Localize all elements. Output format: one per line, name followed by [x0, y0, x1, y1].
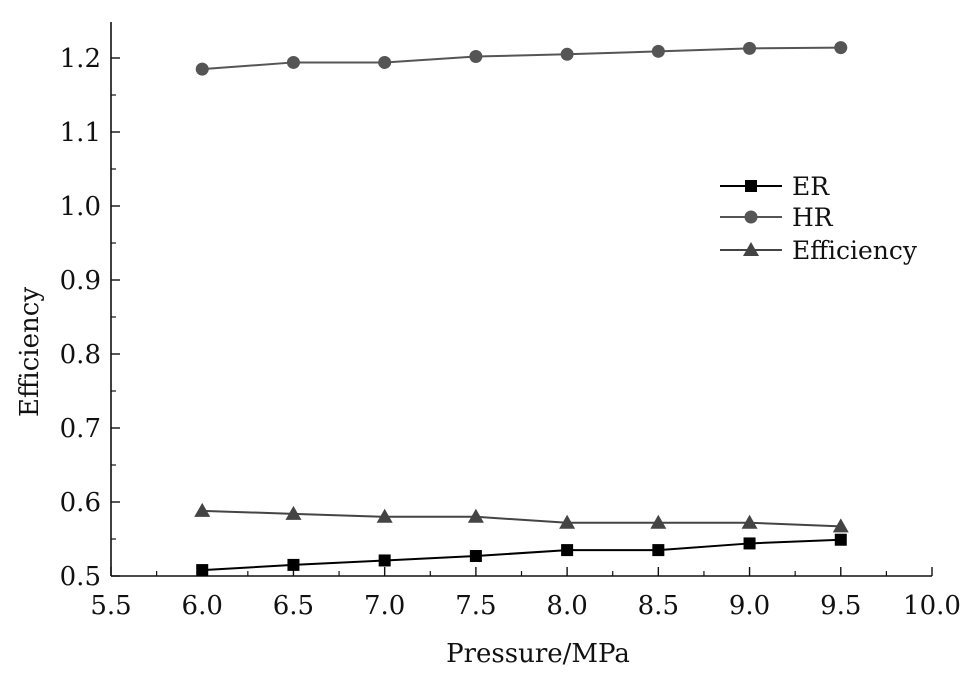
x-tick-label: 8.0 [546, 591, 587, 621]
y-tick-label: 0.6 [60, 488, 101, 518]
data-point-hr [378, 55, 392, 69]
data-point-er [561, 544, 574, 557]
data-point-efficiency [194, 502, 211, 517]
data-point-efficiency [559, 514, 576, 529]
data-point-efficiency [832, 518, 849, 533]
data-point-er [743, 537, 756, 550]
y-axis-title: Efficiency [15, 287, 45, 417]
data-point-hr [834, 41, 848, 55]
x-tick-label: 9.5 [820, 591, 861, 621]
series-line-er [202, 538, 841, 572]
y-tick-label: 1.0 [60, 192, 101, 222]
series-lines [194, 41, 849, 577]
data-point-hr [651, 44, 665, 58]
series-efficiency [194, 502, 849, 533]
x-tick-label: 6.0 [182, 591, 223, 621]
legend-label: HR [792, 203, 834, 232]
x-tick-label: 7.0 [364, 591, 405, 621]
axes [110, 22, 932, 577]
legend-item-efficiency: Efficiency [720, 236, 918, 265]
data-point-hr [195, 62, 209, 76]
y-tick-label: 0.8 [60, 340, 101, 370]
series-line-hr [202, 46, 841, 71]
legend-marker [743, 242, 759, 256]
x-tick-label: 8.5 [638, 591, 679, 621]
y-tick-label: 0.5 [60, 562, 101, 592]
x-tick-label: 9.0 [729, 591, 770, 621]
series-er [196, 533, 847, 577]
data-point-er [469, 550, 482, 563]
data-point-efficiency [741, 514, 758, 529]
legend-item-er: ER [720, 172, 830, 201]
data-point-efficiency [285, 505, 302, 520]
data-point-efficiency [650, 514, 667, 529]
data-point-hr [560, 47, 574, 61]
y-tick-label: 1.2 [60, 44, 101, 74]
series-hr [195, 41, 848, 76]
y-tick-label: 0.7 [60, 414, 101, 444]
data-point-er [287, 558, 300, 571]
data-point-er [378, 554, 391, 567]
x-tick-label: 5.5 [90, 591, 131, 621]
x-tick-label: 10.0 [903, 591, 961, 621]
x-axis-title: Pressure/MPa [446, 639, 630, 669]
data-point-hr [743, 41, 757, 55]
x-tick-label: 6.5 [273, 591, 314, 621]
y-tick-label: 0.9 [60, 266, 101, 296]
legend-marker [745, 180, 757, 192]
legend-marker [744, 210, 758, 224]
legend-item-hr: HR [720, 203, 834, 232]
data-point-er [652, 544, 665, 557]
legend-label: ER [792, 172, 830, 201]
data-point-efficiency [376, 508, 393, 523]
y-tick-label: 1.1 [60, 118, 101, 148]
data-point-efficiency [467, 508, 484, 523]
x-axis-ticks: 5.5 6.0 6.5 7.0 7.5 8.0 8.5 9.0 9.5 10.0 [90, 567, 961, 621]
x-tick-label: 7.5 [455, 591, 496, 621]
legend-label: Efficiency [792, 236, 918, 265]
data-point-hr [469, 50, 483, 64]
data-point-hr [286, 55, 300, 69]
series-line-efficiency [202, 509, 841, 528]
data-point-er [196, 564, 209, 577]
data-point-er [834, 533, 847, 546]
y-axis-ticks: 0.5 0.6 0.7 0.8 0.9 1.0 1.1 1.2 [60, 44, 120, 592]
